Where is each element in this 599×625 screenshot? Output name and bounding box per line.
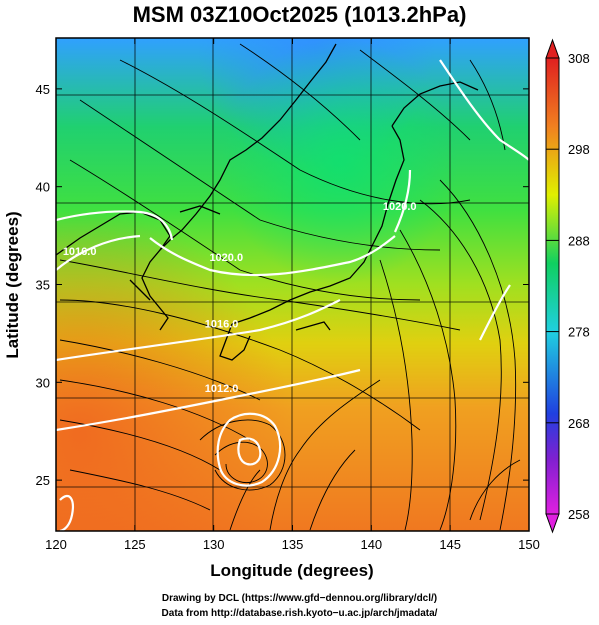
colorbar-tick-label: 278: [568, 325, 590, 340]
colorbar-tick-label: 288: [568, 233, 590, 248]
colorbar-bottom-arrow: [545, 513, 560, 534]
x-tick-label: 145: [439, 537, 461, 552]
y-tick-label: 45: [36, 82, 50, 97]
colorbar-tick-label: 298: [568, 142, 590, 157]
x-axis-label: Longitude (degrees): [210, 561, 373, 580]
contour-label: 1016.0: [205, 319, 239, 331]
contour-label: 1012.0: [205, 383, 239, 395]
y-tick-label: 30: [36, 375, 50, 390]
x-tick-label: 120: [45, 537, 67, 552]
x-tick-label: 150: [518, 537, 540, 552]
contour-label: 1020.0: [209, 252, 243, 264]
map-title: MSM 03Z10Oct2025 (1013.2hPa): [132, 2, 467, 27]
colorbar: 258 268 278 288 298 308: [545, 38, 590, 534]
credit-drawing: Drawing by DCL (https://www.gfd−dennou.o…: [161, 593, 438, 604]
x-tick-label: 130: [203, 537, 225, 552]
colorbar-tick-label: 308: [568, 51, 590, 66]
x-axis: 120 125 130 135 140 145 150: [45, 38, 540, 552]
isobar-contours: [56, 59, 529, 531]
colorbar-tick-label: 268: [568, 416, 590, 431]
x-tick-label: 140: [360, 537, 382, 552]
y-tick-label: 40: [36, 180, 50, 195]
colorbar-body: [545, 57, 560, 515]
x-tick-label: 135: [282, 537, 304, 552]
credit-data-source: Data from http://database.rish.kyoto−u.a…: [161, 608, 438, 619]
y-tick-label: 35: [36, 278, 50, 293]
contour-label: 1016.0: [63, 246, 97, 258]
y-axis-label: Latitude (degrees): [3, 211, 22, 358]
colorbar-tick-label: 258: [568, 507, 590, 522]
y-tick-label: 25: [36, 473, 50, 488]
contour-labels: 1016.0 1020.0 1020.0 1016.0 1012.0: [63, 201, 417, 395]
contour-label: 1020.0: [383, 201, 417, 213]
y-axis: 25 30 35 40 45: [36, 82, 529, 488]
colorbar-top-arrow: [545, 38, 560, 59]
x-tick-label: 125: [124, 537, 146, 552]
